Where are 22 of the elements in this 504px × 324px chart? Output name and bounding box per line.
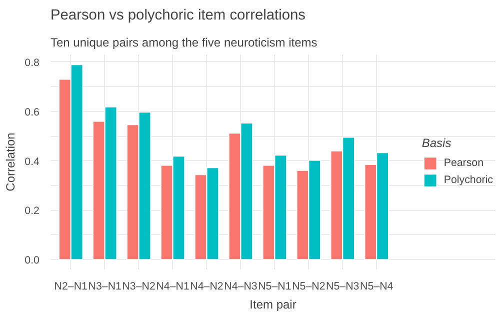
legend-label: Pearson [444,156,484,168]
y-tick-label: 0.6 [24,106,40,118]
y-tick-label: 0.0 [24,254,40,267]
y-tick-label: 0.4 [24,156,40,168]
y-axis-title: Correlation [4,132,18,192]
x-tick-label: N3–N2 [122,280,156,292]
x-axis-title: Item pair [250,298,296,312]
x-tick-label: N5–N4 [360,280,394,292]
x-tick-label: N4–N2 [190,280,224,292]
chart-title: Pearson vs polychoric item correlations [50,8,306,24]
x-tick-label: N5–N2 [292,280,326,292]
x-tick-label: N4–N3 [224,280,258,292]
x-tick-label: N5–N1 [258,280,292,292]
x-tick-label: N3–N1 [88,280,122,292]
y-tick-label: 0.8 [24,56,40,69]
chart-subtitle: Ten unique pairs among the five neuroticism items [50,36,318,50]
y-tick-label: 0.2 [24,205,40,218]
legend-title: Basis [422,136,452,150]
legend-label: Polychoric [444,174,493,186]
x-tick-label: N2–N1 [54,280,88,292]
x-tick-label: N4–N1 [156,280,190,292]
x-tick-label: N5–N3 [326,280,360,292]
